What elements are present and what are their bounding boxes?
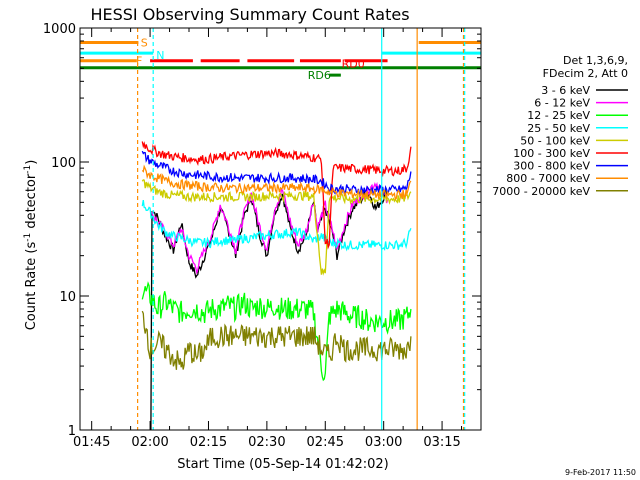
series-line-6 xyxy=(141,150,412,197)
series-line-2 xyxy=(141,281,412,382)
plot-clipped-group xyxy=(80,40,481,430)
status-label-rd6: RD6 xyxy=(308,69,331,82)
x-tick-label-1: 02:00 xyxy=(131,435,168,450)
x-tick-label-6: 03:15 xyxy=(423,435,460,450)
footer-timestamp: 9-Feb-2017 11:50 xyxy=(565,468,636,477)
y-axis-label-main: Count Rate (s xyxy=(24,242,39,331)
legend-label-4: 50 - 100 keV xyxy=(520,134,590,147)
legend-label-8: 7000 - 20000 keV xyxy=(492,185,590,198)
legend: Det 1,3,6,9, FDecim 2, Att 0 3 - 6 keV6 … xyxy=(492,54,628,198)
legend-label-3: 25 - 50 keV xyxy=(527,122,590,135)
y-tick-label-1: 10 xyxy=(59,290,76,305)
x-axis-label: Start Time (05-Sep-14 01:42:02) xyxy=(177,457,388,472)
status-label-f: F xyxy=(136,55,142,68)
plot-area: SN F RD0 RD6 xyxy=(80,28,481,430)
series-line-3 xyxy=(141,199,412,252)
series-line-0 xyxy=(150,188,389,430)
legend-label-5: 100 - 300 keV xyxy=(513,147,590,160)
y-axis-label-sup: -1 xyxy=(23,233,33,242)
x-tick-label-2: 02:15 xyxy=(190,435,227,450)
legend-header-config: FDecim 2, Att 0 xyxy=(543,67,628,80)
x-tick-label-3: 02:30 xyxy=(248,435,285,450)
status-label-n: N xyxy=(156,49,164,62)
legend-header-detectors: Det 1,3,6,9, xyxy=(563,54,628,67)
status-label-s: S xyxy=(141,36,148,49)
series-line-1 xyxy=(151,181,389,275)
y-tick-label-2: 100 xyxy=(51,156,76,171)
y-axis-label-sup-2: -1 xyxy=(23,165,33,174)
legend-label-0: 3 - 6 keV xyxy=(541,84,590,97)
legend-label-6: 300 - 800 keV xyxy=(513,160,590,173)
chart-title: HESSI Observing Summary Count Rates xyxy=(90,5,409,24)
legend-label-1: 6 - 12 keV xyxy=(534,97,590,110)
legend-label-2: 12 - 25 keV xyxy=(527,109,590,122)
status-label-rd0: RD0 xyxy=(342,57,365,70)
y-tick-label-3: 1000 xyxy=(43,22,76,37)
series-line-5 xyxy=(141,141,412,250)
series-line-8 xyxy=(141,310,412,370)
plot-frame xyxy=(79,27,482,431)
legend-label-7: 800 - 7000 keV xyxy=(506,172,590,185)
x-tick-label-4: 02:45 xyxy=(307,435,344,450)
x-tick-label-5: 03:00 xyxy=(365,435,402,450)
y-axis-label-tail: detector xyxy=(24,173,39,233)
y-tick-label-0: 1 xyxy=(68,424,76,439)
x-tick-label-0: 01:45 xyxy=(73,435,110,450)
y-axis-label: Count Rate (s-1 detector-1) xyxy=(23,160,39,331)
series-line-7 xyxy=(141,164,412,201)
y-axis-label-close: ) xyxy=(24,160,39,165)
axes: 01:45 02:00 02:15 02:30 02:45 03:00 03:15 1 10 10… xyxy=(43,22,482,450)
